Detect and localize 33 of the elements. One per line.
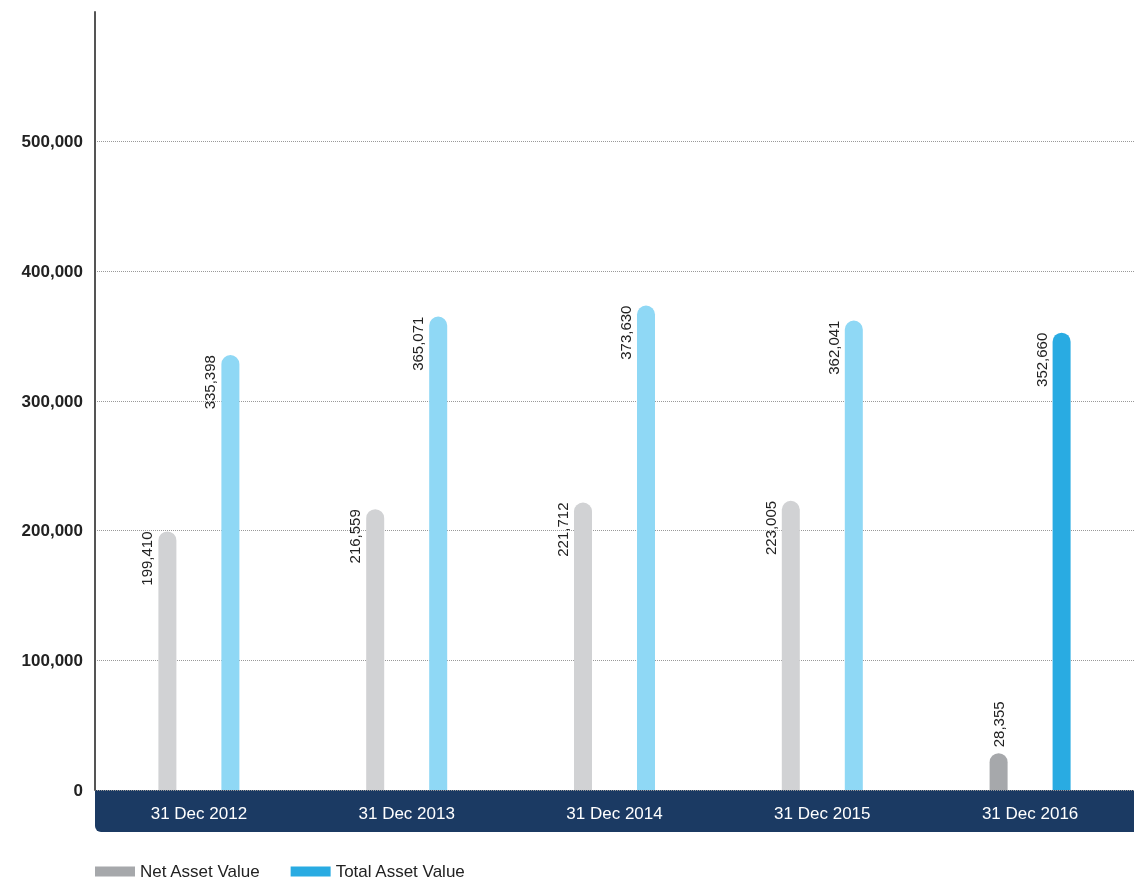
data-label: 199,410 xyxy=(138,531,156,586)
legend-label: Net Asset Value xyxy=(140,862,260,881)
x-tick-label: 31 Dec 2016 xyxy=(981,804,1079,823)
data-label: 216,559 xyxy=(346,509,364,564)
data-label: 365,071 xyxy=(409,316,427,371)
data-label: 352,660 xyxy=(1032,332,1050,387)
data-label: 28,355 xyxy=(990,701,1008,748)
data-label: 373,630 xyxy=(617,305,634,360)
y-tick-label: 400,000 xyxy=(21,261,83,281)
x-tick-label: 31 Dec 2013 xyxy=(358,804,455,823)
bar xyxy=(366,509,385,790)
y-tick-label: 0 xyxy=(73,780,83,800)
y-tick-label: 100,000 xyxy=(21,650,83,670)
bar xyxy=(221,355,240,790)
data-label: 221,712 xyxy=(554,502,571,557)
bar xyxy=(637,305,655,790)
legend-label: Total Asset Value xyxy=(335,862,465,881)
y-tick-label: 500,000 xyxy=(21,132,83,152)
x-tick-label: 31 Dec 2012 xyxy=(150,804,248,823)
data-label: 362,041 xyxy=(824,320,842,375)
x-tick-label: 31 Dec 2015 xyxy=(774,804,871,823)
y-tick-label: 300,000 xyxy=(21,391,83,411)
bar xyxy=(158,531,177,790)
bar xyxy=(429,316,448,790)
bar xyxy=(574,502,592,790)
y-tick-label: 200,000 xyxy=(21,521,83,541)
bar xyxy=(781,500,800,790)
data-label: 223,005 xyxy=(761,500,779,556)
bar xyxy=(989,753,1008,790)
x-tick-label: 31 Dec 2014 xyxy=(566,804,663,823)
bar xyxy=(844,320,863,790)
data-label: 335,398 xyxy=(201,355,219,410)
bar xyxy=(1052,332,1071,790)
